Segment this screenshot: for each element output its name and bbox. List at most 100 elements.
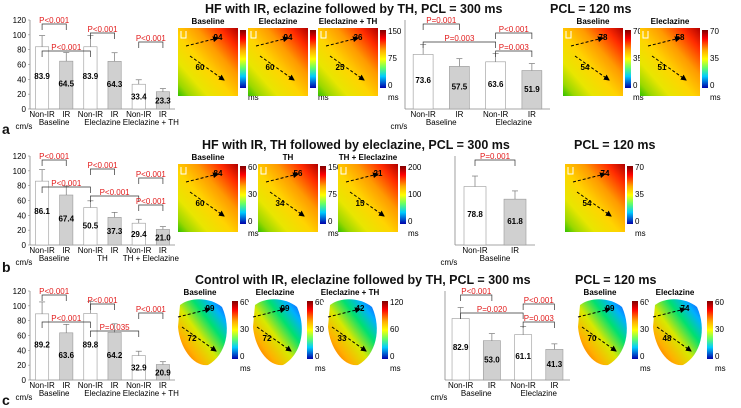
- pacing-electrode-icon: [320, 31, 327, 39]
- color-scale-tick: 150: [388, 27, 402, 36]
- significance-bracket: [460, 294, 493, 301]
- activation-map: [563, 28, 623, 96]
- color-scale-tick: 0: [633, 81, 638, 90]
- p-value-label: P=0.001: [426, 16, 457, 25]
- conduction-arrow: [349, 191, 385, 217]
- color-scale-bar: [627, 166, 633, 224]
- p-value-label: P=0.020: [477, 305, 508, 314]
- significance-bracket: [41, 321, 91, 328]
- color-scale-tick: 0: [315, 352, 320, 361]
- color-scale-tick: 35: [635, 190, 644, 199]
- pacing-electrode-icon: [172, 302, 179, 310]
- bar-category-label: IR: [511, 246, 519, 255]
- bar-category-label: IR: [111, 381, 119, 390]
- color-scale-unit: ms: [318, 93, 329, 102]
- p-value-label: P=0.003: [444, 34, 475, 43]
- panel-c-title: Control with IR, eleclazine followed by …: [195, 273, 531, 287]
- panel-letter-a: a: [2, 121, 10, 137]
- color-scale-tick: 35: [710, 54, 719, 63]
- activation-map: [578, 299, 627, 366]
- y-tick-label: 120: [13, 16, 27, 25]
- p-value-label: P<0.001: [87, 25, 118, 34]
- panel-letter-c: c: [2, 392, 10, 408]
- color-scale-tick: 0: [390, 352, 395, 361]
- bar-value-label: 83.9: [34, 72, 50, 81]
- color-scale-bar: [380, 30, 386, 88]
- bar-value-label: 78.8: [467, 210, 483, 219]
- p-value-label: P<0.001: [51, 179, 82, 188]
- color-scale-unit: ms: [635, 229, 646, 238]
- color-scale-tick: 200: [408, 163, 422, 172]
- conduction-arrow: [345, 172, 379, 183]
- y-tick-label: 80: [17, 182, 26, 191]
- color-scale-unit: ms: [328, 229, 339, 238]
- bar-value-label: 61.8: [507, 217, 523, 226]
- activation-map: [565, 164, 625, 232]
- pacing-electrode-icon: [180, 31, 187, 39]
- bar-value-label: 37.3: [107, 227, 123, 236]
- map-title: Eleclazine + TH: [321, 288, 380, 297]
- p-value-label: P<0.001: [87, 161, 118, 170]
- bar-category-label: IR: [111, 110, 119, 119]
- bar-value-label: 83.9: [83, 72, 99, 81]
- color-scale-unit: ms: [240, 364, 251, 373]
- y-tick-label: 0: [22, 376, 27, 385]
- conduction-arrow: [652, 307, 686, 318]
- velocity-value-1: 56: [294, 169, 303, 178]
- bar-value-label: 33.4: [131, 92, 147, 101]
- y-tick-label: 80: [17, 317, 26, 326]
- conduction-arrow: [581, 326, 617, 352]
- map-title: TH: [283, 153, 294, 162]
- bar-category-label: Non-IR: [410, 110, 436, 119]
- significance-bracket: [138, 177, 164, 184]
- p-value-label: P<0.001: [524, 296, 555, 305]
- bar-category-label: Non-IR: [448, 381, 474, 390]
- velocity-value-1: 74: [681, 304, 690, 313]
- significance-bracket: [41, 186, 91, 193]
- color-scale-tick: 0: [248, 217, 253, 226]
- pacing-electrode-icon: [565, 31, 572, 39]
- bar-category-label: IR: [62, 110, 70, 119]
- velocity-value-1: 36: [354, 33, 363, 42]
- velocity-value-2: 48: [663, 334, 672, 343]
- bar-value-label: 61.1: [515, 352, 531, 361]
- y-tick-label: 0: [22, 105, 27, 114]
- group-label: TH: [97, 254, 108, 263]
- map-title: Eleclazine: [651, 17, 690, 26]
- velocity-value-1: 99: [606, 304, 615, 313]
- bar-category-label: IR: [62, 381, 70, 390]
- significance-bracket: [90, 168, 115, 175]
- p-value-label: P<0.001: [51, 43, 82, 52]
- velocity-value-1: 84: [214, 169, 223, 178]
- map-title: Baseline: [192, 153, 225, 162]
- y-tick-label: 120: [13, 287, 27, 296]
- bar-category-label: Non-IR: [29, 246, 55, 255]
- color-scale-tick: 30: [640, 325, 649, 334]
- y-tick-label: 60: [17, 61, 26, 70]
- group-label: Baseline: [480, 254, 511, 263]
- velocity-value-2: 60: [196, 63, 205, 72]
- significance-bracket: [522, 303, 555, 310]
- y-axis-unit: cm/s: [16, 393, 33, 402]
- bar-value-label: 63.6: [58, 351, 74, 360]
- bar-category-label: IR: [528, 110, 536, 119]
- color-scale-tick: 60: [640, 298, 649, 307]
- activation-map: [640, 28, 700, 96]
- bar-value-label: 51.9: [524, 85, 540, 94]
- panel-a-title: HF with IR, eclazine followed by TH, PCL…: [205, 2, 503, 16]
- activation-map: [258, 164, 318, 232]
- p-value-label: P<0.001: [100, 188, 131, 197]
- color-scale-unit: ms: [315, 364, 326, 373]
- bar-category-label: Non-IR: [483, 110, 509, 119]
- velocity-value-2: 72: [188, 334, 197, 343]
- y-tick-label: 60: [17, 197, 26, 206]
- color-scale-tick: 30: [248, 190, 257, 199]
- bar-category-label: Non-IR: [29, 381, 55, 390]
- significance-bracket: [422, 23, 460, 30]
- bar-value-label: 73.6: [415, 76, 431, 85]
- bar-value-label: 41.3: [547, 360, 563, 369]
- color-scale-unit: ms: [640, 364, 651, 373]
- color-scale-tick: 100: [408, 190, 422, 199]
- conduction-arrow: [570, 36, 604, 47]
- significance-bracket: [495, 32, 533, 39]
